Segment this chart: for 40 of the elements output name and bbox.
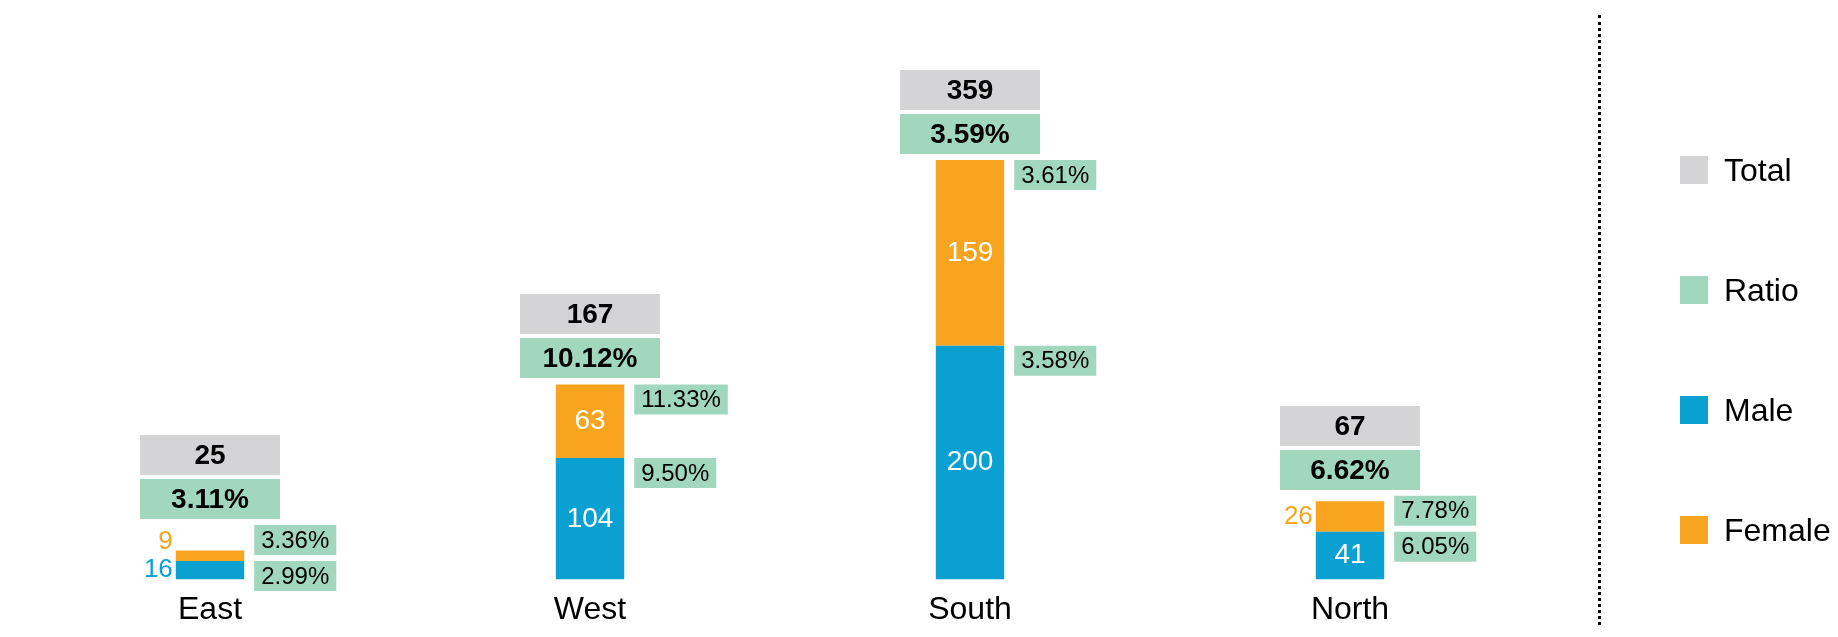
bar	[1315, 501, 1385, 532]
data-label: 200	[946, 445, 994, 477]
data-label: 41	[1334, 538, 1366, 570]
x-tick-label: South	[928, 589, 1012, 626]
bar	[935, 159, 1005, 346]
bar	[555, 458, 625, 580]
bar	[935, 345, 1005, 580]
label-box: 3.11%	[140, 478, 280, 519]
data-label: 16	[143, 553, 173, 584]
data-label: 104	[566, 501, 614, 533]
bar	[175, 560, 245, 580]
x-tick-label: North	[1310, 589, 1390, 626]
annotation: 3.61%	[1021, 160, 1090, 188]
label-box: 6.62%	[1280, 449, 1420, 490]
data-label: 159	[946, 235, 994, 267]
legend-label: Male	[1724, 391, 1794, 429]
bar	[175, 550, 245, 561]
label-box: 10.12%	[520, 338, 660, 379]
x-tick-label: West	[553, 589, 627, 626]
data-label: 9	[158, 525, 173, 556]
label-box: 359	[900, 69, 1040, 110]
legend-label: Ratio	[1724, 271, 1799, 309]
annotation: 9.50%	[641, 458, 710, 486]
annotation: 6.05%	[1401, 532, 1470, 560]
label-box: 25	[140, 434, 280, 475]
bar	[1315, 531, 1385, 580]
annotation: 11.33%	[641, 385, 721, 412]
annotation: 2.99%	[261, 561, 330, 589]
label-box: 67	[1280, 405, 1420, 446]
label-box: 167	[520, 294, 660, 335]
legend-label: Total	[1724, 151, 1792, 189]
data-label: 26	[1283, 499, 1313, 530]
annotation: 3.36%	[261, 525, 330, 553]
bar	[555, 384, 625, 459]
annotation: 7.78%	[1401, 496, 1470, 524]
data-label: 63	[574, 403, 606, 435]
label-box: 3.59%	[900, 113, 1040, 154]
legend-label: Female	[1724, 511, 1831, 549]
x-tick-label: East	[177, 589, 243, 626]
annotation: 3.58%	[1021, 346, 1090, 374]
